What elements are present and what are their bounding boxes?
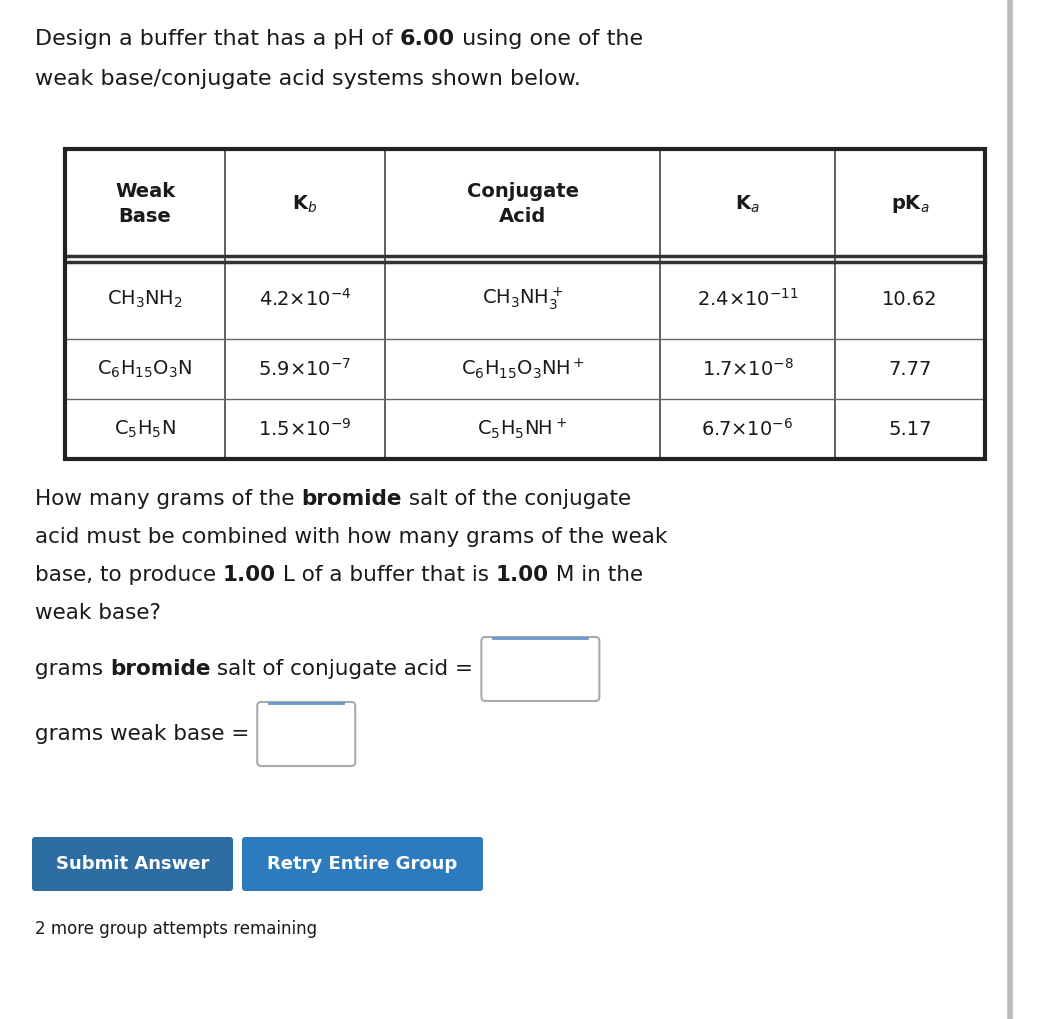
- Text: 7.77: 7.77: [889, 360, 931, 378]
- Text: C$_5$H$_5$NH$^+$: C$_5$H$_5$NH$^+$: [477, 417, 567, 441]
- Text: Weak
Base: Weak Base: [115, 182, 175, 226]
- Text: grams: grams: [35, 659, 110, 679]
- Bar: [65, 149, 985, 459]
- Text: base, to produce: base, to produce: [35, 565, 223, 585]
- Text: C$_6$H$_{15}$O$_3$NH$^+$: C$_6$H$_{15}$O$_3$NH$^+$: [460, 357, 585, 381]
- Text: bromide: bromide: [110, 659, 211, 679]
- Text: 10.62: 10.62: [882, 289, 937, 309]
- Text: C$_5$H$_5$N: C$_5$H$_5$N: [114, 419, 176, 439]
- Text: Retry Entire Group: Retry Entire Group: [268, 855, 457, 873]
- Text: 1.5×10$^{-9}$: 1.5×10$^{-9}$: [258, 418, 352, 440]
- Text: acid must be combined with how many grams of the weak: acid must be combined with how many gram…: [35, 527, 668, 547]
- Text: CH$_3$NH$_2$: CH$_3$NH$_2$: [107, 288, 183, 310]
- Text: 5.9×10$^{-7}$: 5.9×10$^{-7}$: [258, 358, 352, 380]
- Text: M in the: M in the: [549, 565, 643, 585]
- Text: C$_6$H$_{15}$O$_3$N: C$_6$H$_{15}$O$_3$N: [97, 359, 193, 380]
- Text: pK$_a$: pK$_a$: [891, 193, 929, 215]
- Text: weak base/conjugate acid systems shown below.: weak base/conjugate acid systems shown b…: [35, 69, 581, 89]
- Text: K$_a$: K$_a$: [735, 194, 760, 215]
- Text: 1.00: 1.00: [223, 565, 276, 585]
- Text: Design a buffer that has a pH of: Design a buffer that has a pH of: [35, 29, 400, 49]
- Text: How many grams of the: How many grams of the: [35, 489, 302, 510]
- FancyBboxPatch shape: [32, 837, 233, 891]
- FancyBboxPatch shape: [257, 702, 356, 766]
- Text: 1.00: 1.00: [496, 565, 549, 585]
- Text: K$_b$: K$_b$: [292, 194, 317, 215]
- FancyBboxPatch shape: [242, 837, 483, 891]
- Text: grams weak base =: grams weak base =: [35, 725, 256, 744]
- Text: 6.00: 6.00: [400, 29, 455, 49]
- Text: 5.17: 5.17: [889, 420, 932, 438]
- Text: 4.2×10$^{-4}$: 4.2×10$^{-4}$: [259, 288, 352, 310]
- Text: L of a buffer that is: L of a buffer that is: [276, 565, 496, 585]
- Text: salt of conjugate acid =: salt of conjugate acid =: [211, 659, 480, 679]
- Text: weak base?: weak base?: [35, 603, 161, 623]
- Text: 2.4×10$^{-11}$: 2.4×10$^{-11}$: [697, 288, 798, 310]
- Text: using one of the: using one of the: [455, 29, 643, 49]
- Text: salt of the conjugate: salt of the conjugate: [402, 489, 630, 510]
- Text: bromide: bromide: [302, 489, 402, 510]
- Text: Submit Answer: Submit Answer: [56, 855, 209, 873]
- Text: 6.7×10$^{-6}$: 6.7×10$^{-6}$: [701, 418, 793, 440]
- Text: 1.7×10$^{-8}$: 1.7×10$^{-8}$: [701, 358, 793, 380]
- Text: 2 more group attempts remaining: 2 more group attempts remaining: [35, 920, 317, 938]
- Text: Conjugate
Acid: Conjugate Acid: [467, 182, 579, 226]
- FancyBboxPatch shape: [481, 637, 599, 701]
- Text: CH$_3$NH$_3^+$: CH$_3$NH$_3^+$: [482, 285, 563, 313]
